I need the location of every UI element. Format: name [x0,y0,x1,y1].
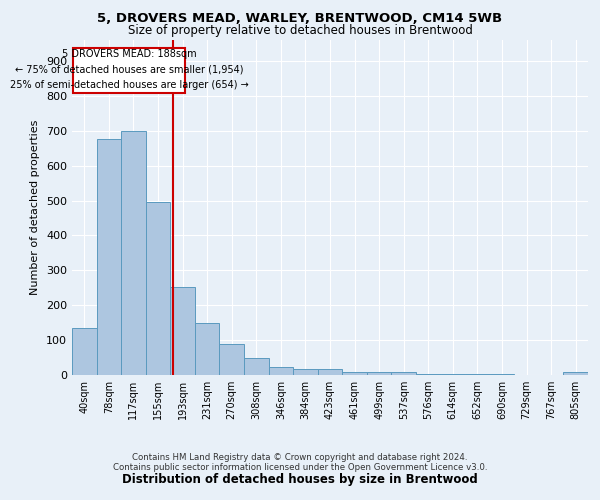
Text: 5 DROVERS MEAD: 188sqm
← 75% of detached houses are smaller (1,954)
25% of semi-: 5 DROVERS MEAD: 188sqm ← 75% of detached… [10,48,248,90]
FancyBboxPatch shape [73,48,185,93]
Text: Distribution of detached houses by size in Brentwood: Distribution of detached houses by size … [122,473,478,486]
Bar [563,372,588,375]
Text: Contains HM Land Registry data © Crown copyright and database right 2024.
Contai: Contains HM Land Registry data © Crown c… [113,453,487,472]
Bar [121,130,146,375]
Bar [465,374,490,375]
Y-axis label: Number of detached properties: Number of detached properties [31,120,40,295]
Bar [367,372,391,375]
Bar [391,372,416,375]
Bar [195,322,220,375]
Bar [220,344,244,375]
Text: 5, DROVERS MEAD, WARLEY, BRENTWOOD, CM14 5WB: 5, DROVERS MEAD, WARLEY, BRENTWOOD, CM14… [97,12,503,26]
Bar [269,368,293,375]
Bar [440,374,465,375]
Bar [342,372,367,375]
Bar [490,374,514,375]
Bar [318,368,342,375]
Bar [72,328,97,375]
Bar [97,140,121,375]
Bar [244,358,269,375]
Bar [170,286,195,375]
Bar [416,374,440,375]
Bar [293,368,318,375]
Bar [146,202,170,375]
Text: Size of property relative to detached houses in Brentwood: Size of property relative to detached ho… [128,24,472,37]
